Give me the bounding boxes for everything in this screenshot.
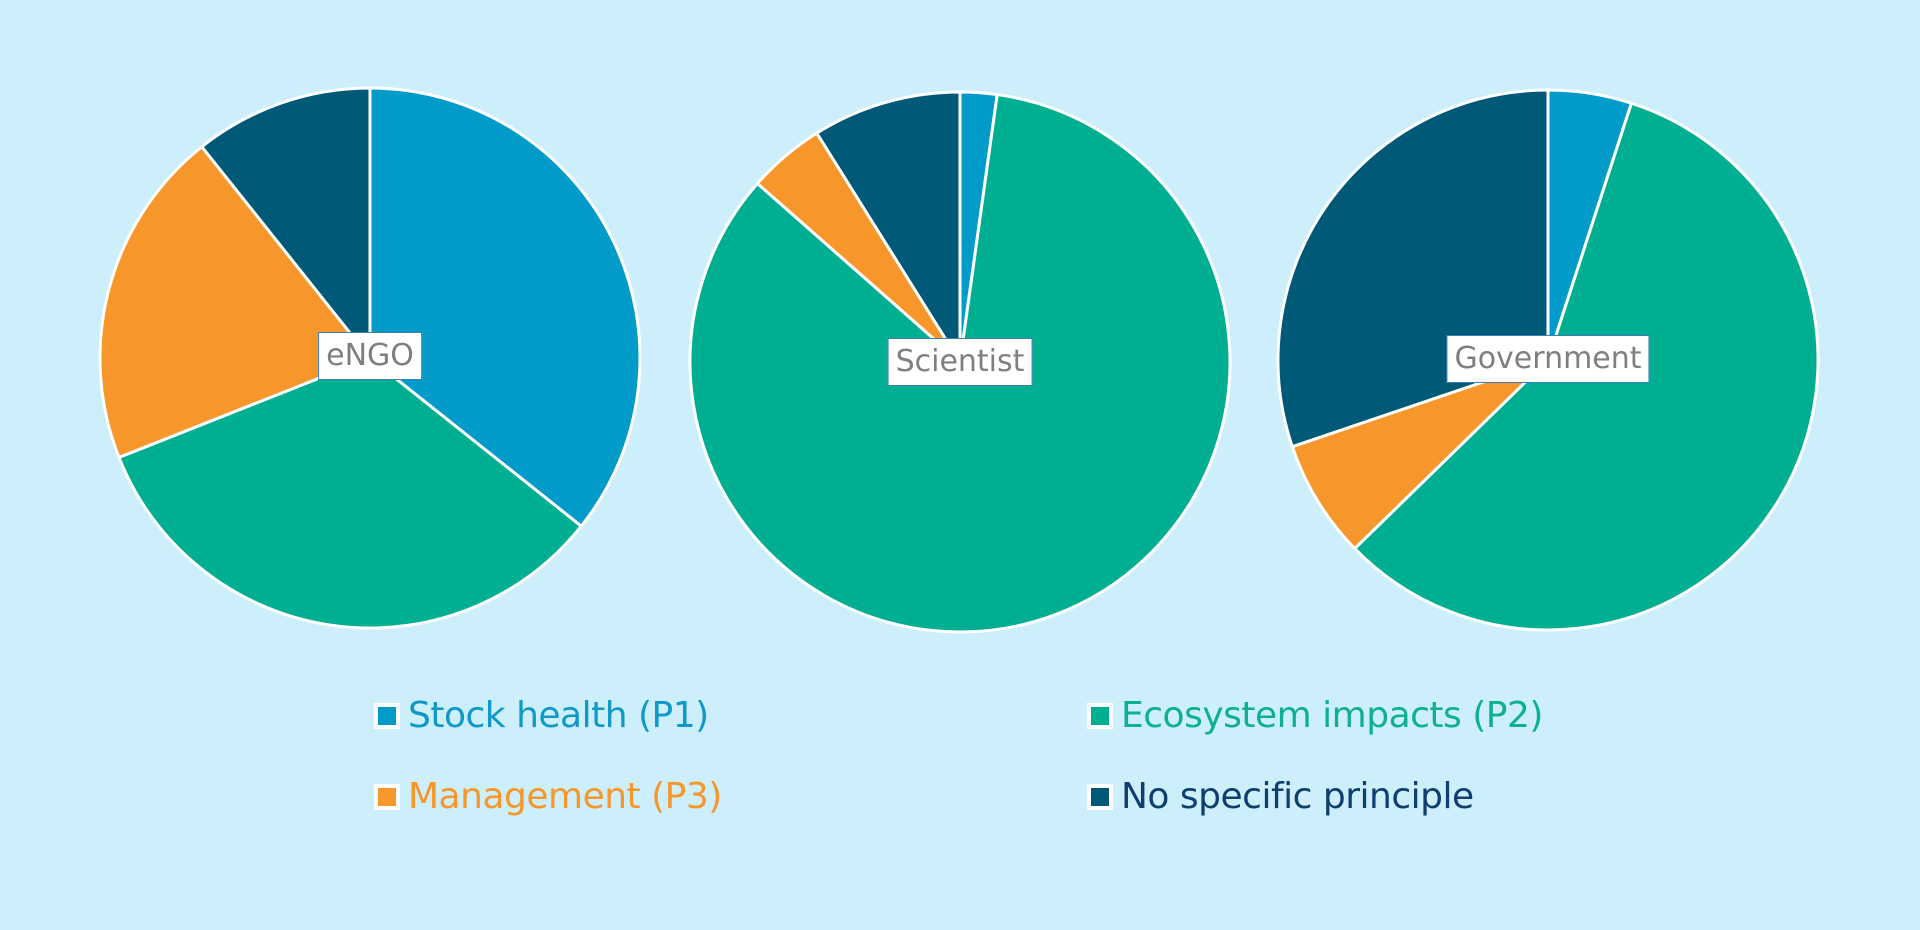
legend-item-stock-health: Stock health (P1) bbox=[374, 695, 709, 736]
pie-engo bbox=[98, 86, 642, 630]
pie-slice-engo-no-specific-principle bbox=[200, 86, 372, 360]
pie-charts-area: eNGO Scientist Government bbox=[98, 86, 1820, 634]
pies-svg bbox=[98, 86, 1820, 634]
legend-swatch-management bbox=[374, 783, 400, 810]
pie-slice-engo-ecosystem-impacts-p2 bbox=[117, 356, 583, 630]
legend-swatch-ecosystem-impacts bbox=[1087, 702, 1113, 729]
legend-label-ecosystem-impacts: Ecosystem impacts (P2) bbox=[1121, 695, 1543, 736]
legend-label-stock-health: Stock health (P1) bbox=[408, 695, 709, 736]
pie-label-government: Government bbox=[1446, 335, 1650, 383]
legend-item-management: Management (P3) bbox=[374, 776, 722, 817]
legend-swatch-stock-health bbox=[374, 702, 400, 729]
pie-slice-engo-stock-health-p1 bbox=[368, 86, 642, 528]
pie-label-engo: eNGO bbox=[318, 332, 422, 380]
pie-slice-scientist-no-specific-principle bbox=[815, 90, 962, 364]
pie-slice-government-management-p3 bbox=[1290, 358, 1550, 551]
legend: Stock health (P1) Ecosystem impacts (P2)… bbox=[0, 680, 1920, 860]
legend-item-ecosystem-impacts: Ecosystem impacts (P2) bbox=[1087, 695, 1543, 736]
legend-label-management: Management (P3) bbox=[408, 776, 722, 817]
pie-slice-engo-management-p3 bbox=[98, 145, 372, 459]
pie-label-scientist: Scientist bbox=[887, 338, 1033, 386]
legend-label-no-specific-principle: No specific principle bbox=[1121, 776, 1474, 817]
legend-swatch-no-specific-principle bbox=[1087, 783, 1113, 810]
legend-item-no-specific-principle: No specific principle bbox=[1087, 776, 1474, 817]
